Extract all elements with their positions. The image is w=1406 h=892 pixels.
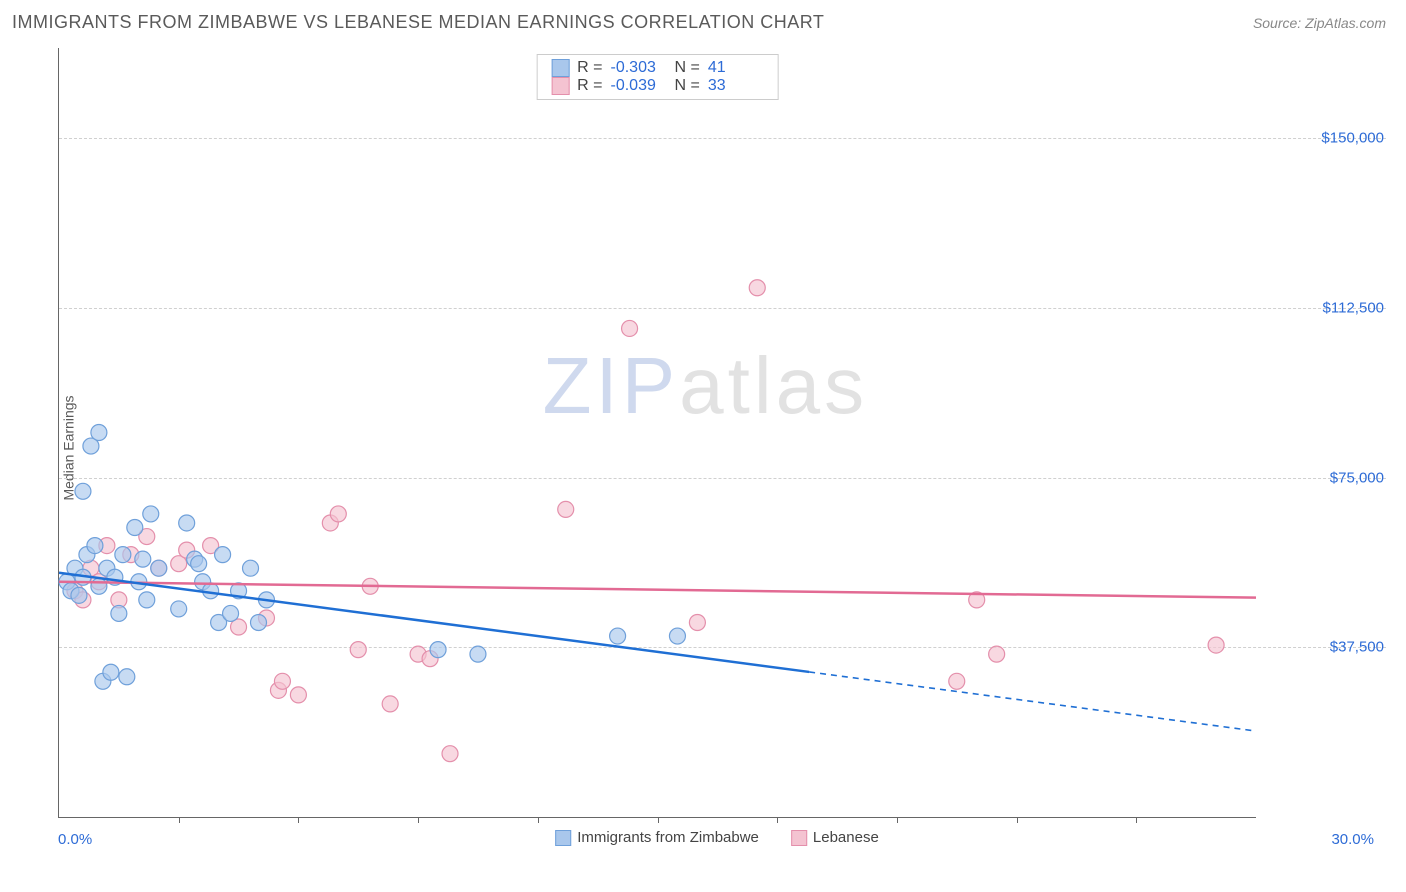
- legend-item-series2: Lebanese: [791, 829, 879, 846]
- scatter-point: [223, 605, 239, 621]
- x-axis-min-label: 0.0%: [58, 831, 92, 848]
- scatter-svg: [59, 48, 1256, 817]
- scatter-point: [689, 614, 705, 630]
- scatter-point: [75, 483, 91, 499]
- scatter-point: [949, 673, 965, 689]
- x-tick-mark: [538, 817, 539, 823]
- scatter-point: [382, 696, 398, 712]
- scatter-point: [442, 746, 458, 762]
- scatter-point: [330, 506, 346, 522]
- x-tick-mark: [1136, 817, 1137, 823]
- scatter-point: [135, 551, 151, 567]
- scatter-point: [251, 614, 267, 630]
- scatter-point: [115, 547, 131, 563]
- stats-row-series2: R = -0.039 N = 33: [551, 77, 764, 95]
- scatter-point: [350, 642, 366, 658]
- stats-row-series1: R = -0.303 N = 41: [551, 59, 764, 77]
- scatter-point: [669, 628, 685, 644]
- x-tick-mark: [298, 817, 299, 823]
- x-tick-mark: [897, 817, 898, 823]
- y-tick-label: $75,000: [1264, 469, 1384, 486]
- x-tick-mark: [658, 817, 659, 823]
- scatter-point: [119, 669, 135, 685]
- scatter-point: [430, 642, 446, 658]
- scatter-point: [143, 506, 159, 522]
- scatter-point: [290, 687, 306, 703]
- r-label: R =: [577, 59, 602, 77]
- scatter-point: [243, 560, 259, 576]
- n-value-series1: 41: [708, 59, 764, 77]
- n-label: N =: [675, 59, 700, 77]
- legend-item-series1: Immigrants from Zimbabwe: [555, 829, 759, 846]
- plot-region: ZIPatlas R = -0.303 N = 41 R = -0.039 N …: [58, 48, 1256, 818]
- n-value-series2: 33: [708, 77, 764, 95]
- scatter-point: [111, 605, 127, 621]
- n-label: N =: [675, 77, 700, 95]
- scatter-point: [470, 646, 486, 662]
- scatter-point: [622, 320, 638, 336]
- legend-label-series2: Lebanese: [813, 829, 879, 846]
- scatter-point: [191, 556, 207, 572]
- x-tick-mark: [179, 817, 180, 823]
- scatter-point: [103, 664, 119, 680]
- scatter-point: [127, 519, 143, 535]
- scatter-point: [71, 587, 87, 603]
- scatter-point: [87, 538, 103, 554]
- source-label: Source: ZipAtlas.com: [1253, 15, 1386, 31]
- x-axis-max-label: 30.0%: [1331, 831, 1374, 848]
- swatch-series2-icon: [551, 77, 569, 95]
- scatter-point: [274, 673, 290, 689]
- swatch-series1-icon: [555, 830, 571, 846]
- scatter-point: [989, 646, 1005, 662]
- swatch-series2-icon: [791, 830, 807, 846]
- chart-title: IMMIGRANTS FROM ZIMBABWE VS LEBANESE MED…: [12, 12, 824, 33]
- r-label: R =: [577, 77, 602, 95]
- scatter-point: [749, 280, 765, 296]
- legend-label-series1: Immigrants from Zimbabwe: [577, 829, 759, 846]
- y-tick-label: $150,000: [1264, 130, 1384, 147]
- x-tick-mark: [777, 817, 778, 823]
- swatch-series1-icon: [551, 59, 569, 77]
- stats-legend-box: R = -0.303 N = 41 R = -0.039 N = 33: [536, 54, 779, 100]
- x-tick-mark: [1017, 817, 1018, 823]
- y-tick-label: $112,500: [1264, 300, 1384, 317]
- scatter-point: [179, 515, 195, 531]
- trend-line-extrapolated: [809, 672, 1256, 731]
- scatter-point: [91, 578, 107, 594]
- chart-area: Median Earnings ZIPatlas R = -0.303 N = …: [48, 48, 1386, 848]
- y-tick-label: $37,500: [1264, 639, 1384, 656]
- scatter-point: [558, 501, 574, 517]
- r-value-series1: -0.303: [611, 59, 667, 77]
- legend-bottom: Immigrants from Zimbabwe Lebanese: [555, 829, 879, 846]
- scatter-point: [215, 547, 231, 563]
- scatter-point: [91, 425, 107, 441]
- scatter-point: [1208, 637, 1224, 653]
- scatter-point: [610, 628, 626, 644]
- x-tick-mark: [418, 817, 419, 823]
- scatter-point: [151, 560, 167, 576]
- r-value-series2: -0.039: [611, 77, 667, 95]
- scatter-point: [139, 592, 155, 608]
- scatter-point: [171, 601, 187, 617]
